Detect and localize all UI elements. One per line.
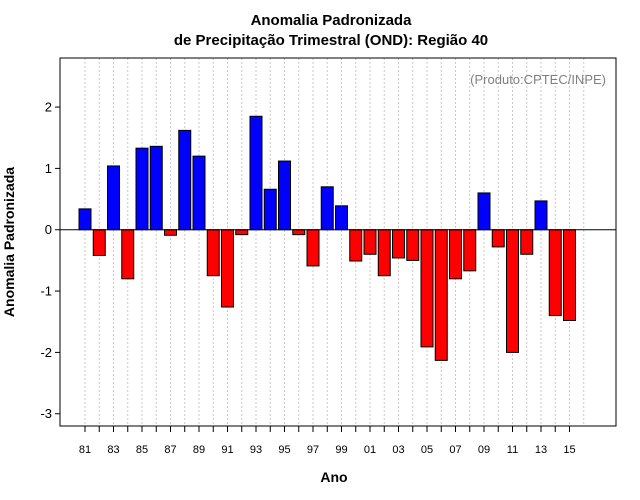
bar-1987 [164,229,177,236]
x-tick-label: 93 [250,444,262,456]
bar-2012 [520,229,534,255]
bar-1988 [178,129,192,231]
x-tick-label: 03 [392,444,404,456]
bar-2009 [477,192,491,231]
bar-2015 [563,229,576,322]
bar-2013 [534,200,548,231]
bar-1992 [235,229,249,236]
x-tick-label: 01 [364,444,376,456]
y-tick-label: -2 [40,345,52,360]
y-tick-label: -3 [40,406,52,421]
y-tick-label: -1 [40,284,52,299]
x-tick-label: 91 [221,444,233,456]
bar-2001 [363,229,377,255]
bar-1998 [320,186,334,231]
bar-2004 [406,229,420,261]
chart-subtitle: de Precipitação Trimestral (OND): Região… [174,32,488,49]
plot-frame [59,57,617,427]
x-tick-label: 05 [421,444,433,456]
bar-2008 [463,229,477,272]
bars [78,115,576,361]
x-tick-label: 07 [449,444,461,456]
x-tick-label: 99 [335,444,347,456]
y-tick-label: 0 [45,222,52,237]
x-tick-label: 95 [278,444,290,456]
bar-1999 [335,205,348,231]
y-tick-label: 1 [45,161,52,176]
x-tick-label: 09 [478,444,490,456]
x-tick-label: 85 [136,444,148,456]
y-axis: -3 -2 -1 0 1 2 [40,100,60,421]
x-axis-title: Ano [320,469,347,485]
bar-1983 [107,165,120,231]
bar-2005 [420,229,434,348]
x-axis: 81 83 85 87 89 91 93 95 97 99 01 03 05 07 09 11 13 15 [79,426,576,456]
bar-1995 [278,160,291,231]
bar-1989 [192,155,206,231]
bar-1981 [78,208,92,231]
bar-1994 [263,188,277,231]
x-tick-label: 13 [535,444,547,456]
bar-2014 [548,229,562,317]
x-tick-label: 83 [107,444,119,456]
x-tick-label: 15 [563,444,575,456]
chart-title: Anomalia Padronizada [251,12,413,29]
bar-2003 [392,229,405,259]
bar-1996 [292,229,306,236]
bar-2010 [491,229,505,248]
x-tick-label: 81 [79,444,91,456]
x-tick-label: 97 [307,444,319,456]
bar-2002 [377,229,391,277]
bar-1990 [206,229,220,277]
x-tick-label: 89 [193,444,205,456]
bar-2011 [506,229,519,353]
bar-2000 [349,229,363,262]
bar-2006 [434,229,448,361]
bar-2007 [449,229,462,280]
credit-text: (Produto:CPTEC/INPE) [470,72,606,87]
bar-1982 [92,229,106,256]
bar-1984 [121,229,135,280]
bar-1993 [249,115,263,231]
bar-1997 [306,229,320,267]
y-tick-label: 2 [45,100,52,115]
bar-1986 [149,145,163,231]
y-axis-title: Anomalia Padronizada [1,167,17,317]
x-tick-label: 87 [164,444,176,456]
bar-1985 [135,147,149,231]
x-tick-label: 11 [507,444,518,456]
bar-1991 [221,229,234,308]
